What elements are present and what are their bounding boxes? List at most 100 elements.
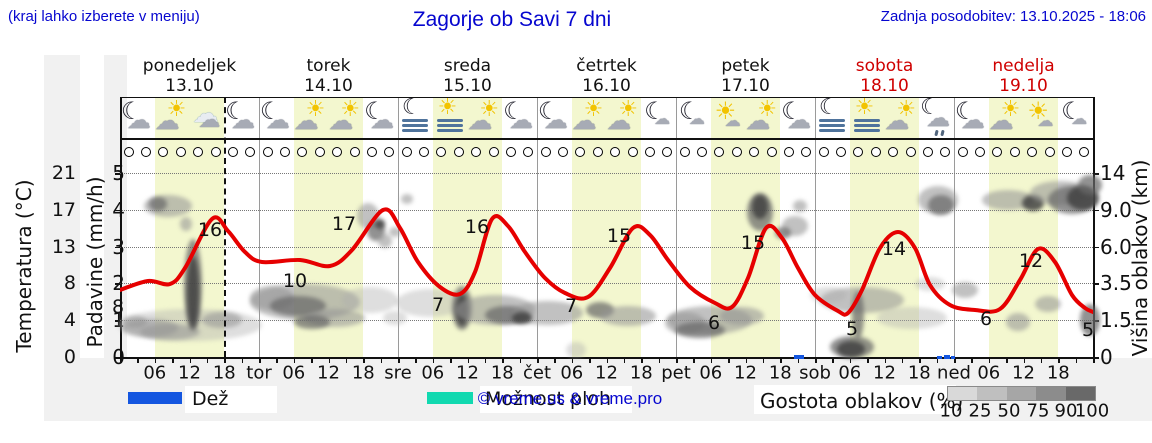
x-hour-label: 06 <box>143 362 167 384</box>
x-tick-mark <box>554 357 556 363</box>
temp-tick: 13 <box>51 235 76 258</box>
x-tick-mark <box>120 357 122 363</box>
x-hour-label: 18 <box>1046 362 1070 384</box>
cloud-blob <box>123 316 147 328</box>
x-hour-label: 12 <box>873 362 896 384</box>
temperature-value-label: 16 <box>197 219 223 241</box>
cloud-blob <box>1080 304 1100 336</box>
x-tick-mark <box>676 357 678 363</box>
moon-phase-circle <box>957 147 968 157</box>
temperature-value-label: 6 <box>707 312 721 334</box>
temperature-axis-label: Temperatura (°C) <box>12 179 36 353</box>
moon-phase-circle <box>975 147 986 157</box>
moon-phase-circle <box>419 147 430 157</box>
moon-phase-circle <box>731 147 742 157</box>
density-gradient-segment <box>1065 387 1095 400</box>
moon-phase-circle <box>471 147 482 157</box>
temperature-value-label: 16 <box>464 216 490 238</box>
x-tick-mark <box>797 357 800 363</box>
cloud-height-tick: 14 <box>1100 161 1126 185</box>
cloud-blob <box>180 217 192 231</box>
cloud-blob <box>837 341 865 357</box>
x-tick-mark <box>571 357 574 363</box>
moon-phase-circle <box>592 147 603 157</box>
sun-cloud-icon: ☀ ☁ <box>154 97 187 135</box>
cloud-blob <box>952 282 978 298</box>
cloud-blob <box>720 307 764 325</box>
x-hour-label: 18 <box>212 362 236 384</box>
day-date: 14.10 <box>304 76 353 96</box>
temperature-value-label: 7 <box>431 294 445 316</box>
density-tick-label: 100 <box>1074 400 1110 422</box>
moon-cloud-icon: ☾ ☁ <box>120 97 151 134</box>
day-name: sreda <box>443 56 492 76</box>
x-tick-mark <box>762 357 765 363</box>
right-tick-mark <box>1093 283 1099 285</box>
day-name: sobota <box>855 56 914 76</box>
x-day-label: čet <box>522 362 552 384</box>
x-tick-mark <box>1058 357 1060 363</box>
moon-phase-circle <box>401 147 412 157</box>
day-date: 15.10 <box>443 76 492 96</box>
x-tick-mark <box>1023 357 1025 363</box>
x-hour-label: 06 <box>282 362 306 384</box>
x-tick-mark <box>606 357 608 363</box>
x-tick-mark <box>884 357 886 363</box>
cloud-blob <box>1035 296 1061 312</box>
x-hour-label: 12 <box>178 362 201 384</box>
right-tick-mark <box>1093 246 1099 249</box>
x-tick-mark <box>936 357 939 363</box>
moon-cloud-icon: ☾ ☁ <box>364 97 395 134</box>
moon-phase-circle <box>523 147 534 157</box>
cloud-blob <box>140 324 200 340</box>
moon-phase-circle <box>280 147 291 157</box>
temperature-value-label: 12 <box>1018 250 1044 272</box>
cloud-density-gradient <box>947 386 1096 401</box>
cloud-blob <box>1006 313 1030 331</box>
moon-small-cloud-icon: ☾ ☁ <box>678 97 705 128</box>
day-name: nedelja <box>992 56 1055 76</box>
cloud-blob <box>566 342 586 358</box>
day-boundary-line <box>676 97 677 357</box>
x-day-label: ned <box>937 362 971 384</box>
x-tick-mark <box>484 357 487 363</box>
moon-phase-circle <box>766 147 777 157</box>
x-tick-mark <box>293 357 296 363</box>
x-tick-mark <box>432 357 435 363</box>
sun-cloud-icon: ☀ ☁ <box>571 97 604 135</box>
x-hour-label: 18 <box>768 362 792 384</box>
x-tick-mark <box>276 357 278 363</box>
last-update: Zadnja posodobitev: 13.10.2025 - 18:06 <box>880 8 1146 25</box>
x-tick-mark <box>189 357 191 363</box>
cloud-blob <box>675 322 725 338</box>
moon-phase-circle <box>505 147 516 157</box>
density-tick-label: 75 <box>1026 400 1050 422</box>
moon-phase-circle <box>540 147 551 157</box>
copyright-link[interactable]: © vreme.us & vreme.pro <box>477 389 663 408</box>
moon-phase-circle <box>870 147 881 157</box>
sun-cloud-icon: ☀ ☁ <box>293 97 326 135</box>
right-tick-mark <box>1093 209 1099 212</box>
right-tick-mark <box>1093 173 1099 175</box>
x-tick-mark <box>710 357 713 363</box>
rain-legend-swatch <box>128 392 182 404</box>
x-tick-mark <box>363 357 365 363</box>
temp-tick: 17 <box>51 198 76 221</box>
cloud-blob <box>600 306 656 326</box>
moon-phase-circle <box>714 147 725 157</box>
x-tick-mark <box>1006 357 1008 363</box>
cloud-density-label: Gostota oblakov (%) <box>760 389 964 413</box>
temp-tick: 21 <box>51 162 76 184</box>
cloud-blob <box>982 190 1034 210</box>
left-tick-mark <box>115 246 120 249</box>
moon-phase-circle <box>193 147 204 157</box>
x-tick-mark <box>988 357 991 363</box>
moon-cloud-icon: ☾ ☁ <box>781 97 812 134</box>
moon-phase-circle <box>853 147 864 157</box>
day-date: 17.10 <box>721 76 770 96</box>
right-tick-mark <box>1093 357 1099 359</box>
moon-phase-circle <box>366 147 377 157</box>
showers-legend-label: Možnost ploh <box>485 388 612 410</box>
moon-phase-circle <box>210 147 221 157</box>
x-hour-label: 06 <box>699 362 723 384</box>
